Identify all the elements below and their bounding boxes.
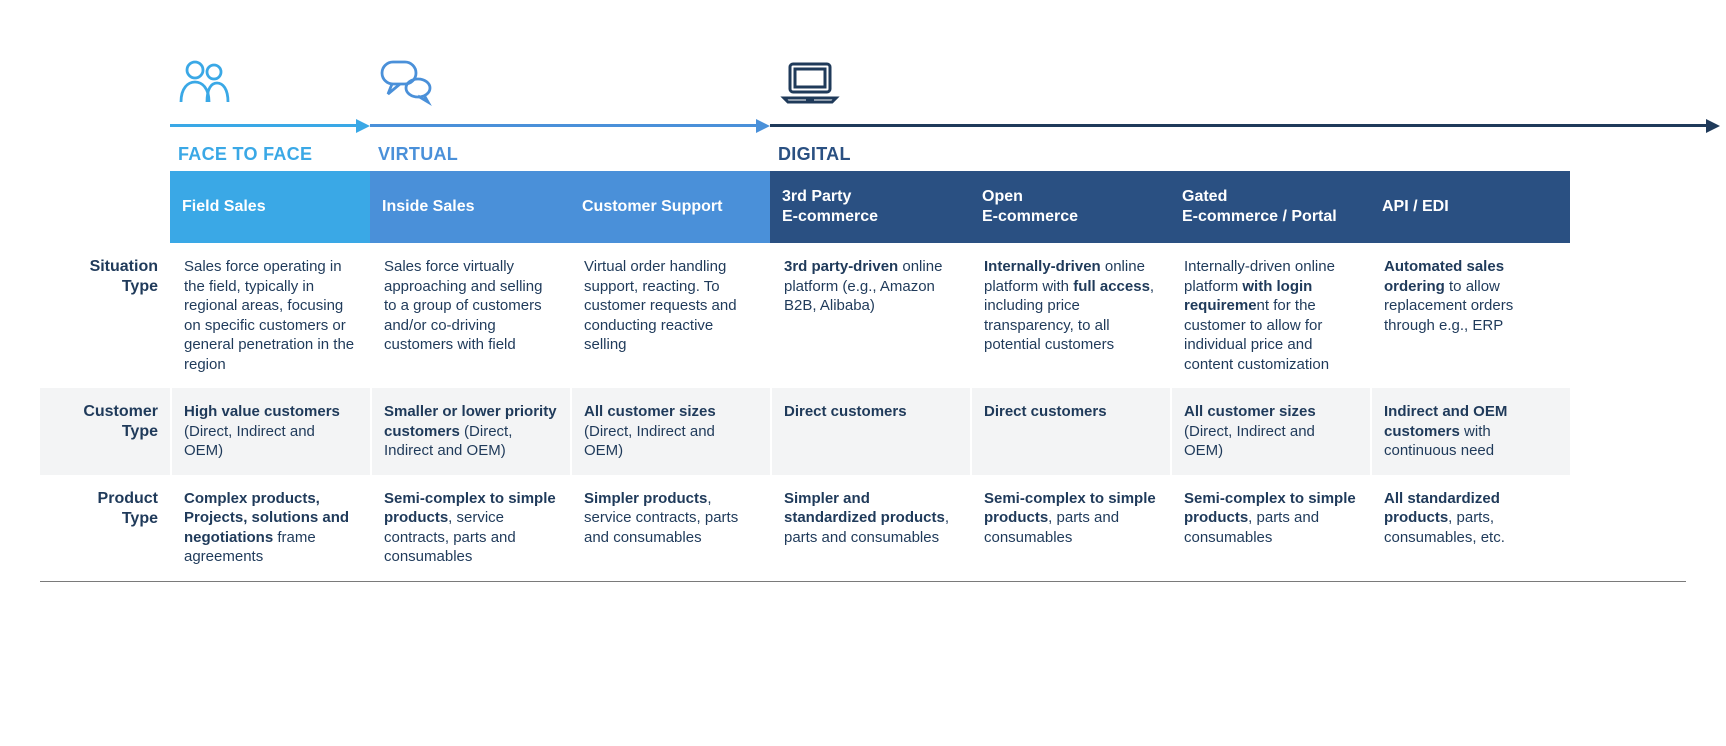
- arrow-head: [356, 119, 370, 133]
- column-header-inside: Inside Sales: [370, 171, 570, 243]
- category-face: FACE TO FACE: [170, 144, 370, 165]
- cell-open: Semi-complex to simple products, parts a…: [970, 475, 1170, 581]
- arrow-line: [370, 124, 760, 127]
- category-virtual: VIRTUAL: [370, 144, 770, 165]
- arrow-face: [170, 116, 370, 134]
- column-header-gated: Gated E-commerce / Portal: [1170, 171, 1370, 243]
- cell-inside: Semi-complex to simple products, service…: [370, 475, 570, 581]
- column-header-support: Customer Support: [570, 171, 770, 243]
- cell-inside: Sales force virtually approaching and se…: [370, 243, 570, 388]
- arrow-head: [756, 119, 770, 133]
- arrow-row: [40, 116, 1686, 134]
- cell-open: Direct customers: [970, 388, 1170, 475]
- people-icon: [170, 58, 370, 110]
- cell-field: High value customers (Direct, Indirect a…: [170, 388, 370, 475]
- row-label: SituationType: [40, 243, 170, 388]
- row-label: CustomerType: [40, 388, 170, 475]
- cell-field: Complex products, Projects, solutions an…: [170, 475, 370, 581]
- column-header-field: Field Sales: [170, 171, 370, 243]
- cell-field: Sales force operating in the field, typi…: [170, 243, 370, 388]
- sales-channels-matrix: FACE TO FACE VIRTUAL DIGITAL Field Sales…: [40, 50, 1686, 582]
- cell-gated: Internally-driven online platform with l…: [1170, 243, 1370, 388]
- cell-open: Internally-driven online platform with f…: [970, 243, 1170, 388]
- header-corner: [40, 171, 170, 243]
- cell-gated: Semi-complex to simple products, parts a…: [1170, 475, 1370, 581]
- chat-icon: [370, 58, 770, 110]
- column-header-open: Open E-commerce: [970, 171, 1170, 243]
- cell-support: Simpler products, service contracts, par…: [570, 475, 770, 581]
- column-header-third: 3rd Party E-commerce: [770, 171, 970, 243]
- row-label: ProductType: [40, 475, 170, 581]
- cell-api: All standardized products, parts, consum…: [1370, 475, 1570, 581]
- cell-api: Indirect and OEM customers with continuo…: [1370, 388, 1570, 475]
- arrow-line: [170, 124, 360, 127]
- icon-row: [40, 50, 1686, 110]
- cell-third: Direct customers: [770, 388, 970, 475]
- category-row: FACE TO FACE VIRTUAL DIGITAL: [40, 144, 1686, 165]
- cell-api: Automated sales ordering to allow replac…: [1370, 243, 1570, 388]
- cell-third: Simpler and standardized products, parts…: [770, 475, 970, 581]
- category-digital: DIGITAL: [770, 144, 1720, 165]
- arrow-digital: [770, 116, 1720, 134]
- arrow-virtual: [370, 116, 770, 134]
- column-header-api: API / EDI: [1370, 171, 1570, 243]
- matrix-table: Field SalesInside SalesCustomer Support3…: [40, 171, 1686, 582]
- cell-gated: All customer sizes (Direct, Indirect and…: [1170, 388, 1370, 475]
- cell-inside: Smaller or lower priority customers (Dir…: [370, 388, 570, 475]
- cell-support: All customer sizes (Direct, Indirect and…: [570, 388, 770, 475]
- arrow-line: [770, 124, 1710, 127]
- cell-third: 3rd party-driven online platform (e.g., …: [770, 243, 970, 388]
- laptop-icon: [770, 58, 1720, 110]
- cell-support: Virtual order handling support, reacting…: [570, 243, 770, 388]
- arrow-head: [1706, 119, 1720, 133]
